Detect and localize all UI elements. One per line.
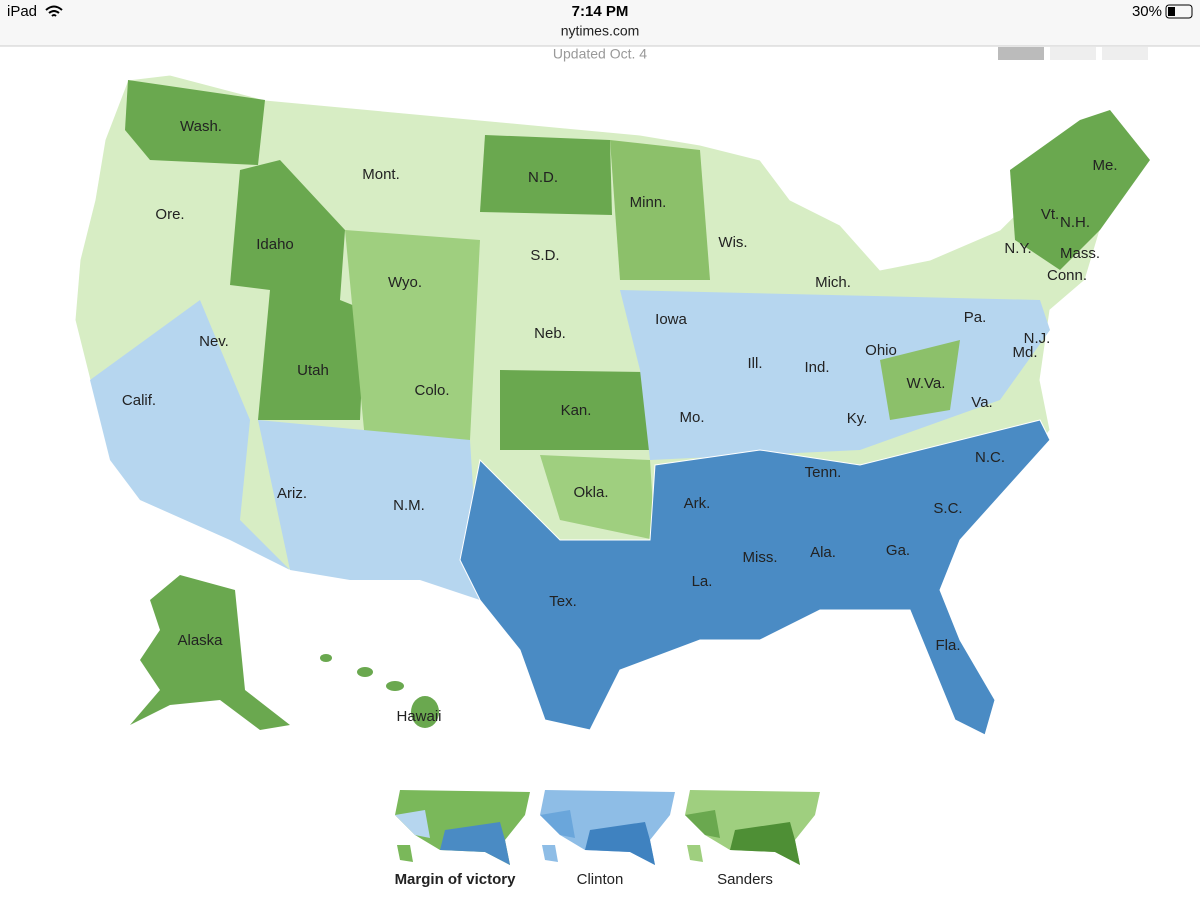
state-label: N.M. [393, 497, 425, 514]
state-label: Tex. [549, 593, 577, 610]
state-label: Me. [1092, 157, 1117, 174]
state-label: Wis. [718, 234, 747, 251]
state-label: Wyo. [388, 274, 422, 291]
thumbnail-label[interactable]: Clinton [577, 871, 624, 888]
state-label: Minn. [630, 194, 667, 211]
hawaii-island [411, 696, 439, 728]
region [610, 140, 710, 280]
region [258, 420, 480, 600]
thumbnail-region [395, 810, 430, 838]
region [620, 290, 1050, 460]
region [345, 230, 480, 440]
thumbnails: Margin of victory Clinton Sanders [395, 790, 820, 888]
state-label: Utah [297, 362, 329, 379]
state-label: Vt. [1041, 206, 1059, 223]
state-label: W.Va. [907, 375, 946, 392]
state-label: Mass. [1060, 245, 1100, 262]
state-label: Alaska [177, 632, 223, 649]
state-label: Ariz. [277, 485, 307, 502]
us-map [74, 74, 1151, 736]
state-label: Nev. [199, 333, 229, 350]
state-label: Neb. [534, 325, 566, 342]
thumbnail-region [440, 822, 510, 865]
region [230, 160, 365, 420]
view-button[interactable] [998, 47, 1044, 60]
state-label: Calif. [122, 392, 156, 409]
state-label: Mo. [679, 409, 704, 426]
wifi-icon [45, 5, 63, 17]
view-button[interactable] [1102, 47, 1148, 60]
state-label: Conn. [1047, 267, 1087, 284]
state-label: Colo. [414, 382, 449, 399]
state-label: Kan. [561, 402, 592, 419]
hawaii-island [320, 654, 332, 662]
state-label: Tenn. [805, 464, 842, 481]
alaska [130, 575, 290, 730]
thumbnail-region [585, 822, 655, 865]
state-label: Idaho [256, 236, 294, 253]
state-label: Mich. [815, 274, 851, 291]
hawaii-island [386, 681, 404, 691]
state-label: Ind. [804, 359, 829, 376]
state-label: Wash. [180, 118, 222, 135]
state-label: Ill. [748, 355, 763, 372]
state-label: N.Y. [1004, 240, 1031, 257]
view-button[interactable] [1050, 47, 1096, 60]
state-label: S.C. [933, 500, 962, 517]
state-label: S.D. [530, 247, 559, 264]
state-label: Fla. [935, 637, 960, 654]
region [540, 455, 655, 540]
state-label: N.C. [975, 449, 1005, 466]
state-label: Okla. [573, 484, 608, 501]
state-label: Miss. [743, 549, 778, 566]
state-label: Ala. [810, 544, 836, 561]
clock: 7:14 PM [572, 3, 629, 20]
region [1010, 110, 1150, 270]
status-bar [0, 0, 1200, 46]
state-label: Ky. [847, 410, 868, 427]
battery-icon [1165, 4, 1193, 19]
thumbnail-region [730, 822, 800, 865]
device-name: iPad [7, 3, 37, 20]
thumbnail-alaska [397, 845, 413, 862]
url[interactable]: nytimes.com [561, 23, 640, 39]
state-label: Pa. [964, 309, 987, 326]
state-label: Ore. [155, 206, 184, 223]
state-label: Hawaii [396, 708, 441, 725]
region [880, 340, 960, 420]
thumbnail-label[interactable]: Margin of victory [395, 871, 517, 888]
state-label: Ga. [886, 542, 910, 559]
thumbnail-region [685, 810, 720, 838]
region [125, 80, 265, 165]
hawaii-island [357, 667, 373, 677]
updated-note: Updated Oct. 4 [553, 46, 647, 62]
state-label: N.J. [1024, 330, 1051, 347]
state-label: Mont. [362, 166, 400, 183]
thumbnail-label[interactable]: Sanders [717, 871, 773, 888]
region [480, 135, 612, 215]
state-label: Ark. [684, 495, 711, 512]
thumbnail-region [540, 810, 575, 838]
region [459, 419, 1051, 736]
battery-level: 30% [1132, 3, 1162, 20]
state-label: Va. [971, 394, 992, 411]
state-label: N.H. [1060, 214, 1090, 231]
state-labels: Wash. Mont. N.D. Minn. Ore. Idaho Wyo. S.D. Wis.… [122, 118, 1118, 725]
region [500, 370, 650, 450]
region [90, 300, 290, 570]
battery-fill [1168, 7, 1175, 16]
thumbnail-alaska [687, 845, 703, 862]
state-label: Md. [1012, 344, 1037, 361]
state-label: Ohio [865, 342, 897, 359]
state-label: La. [692, 573, 713, 590]
thumbnail-alaska [542, 845, 558, 862]
state-label: Iowa [655, 311, 687, 328]
state-label: N.D. [528, 169, 558, 186]
